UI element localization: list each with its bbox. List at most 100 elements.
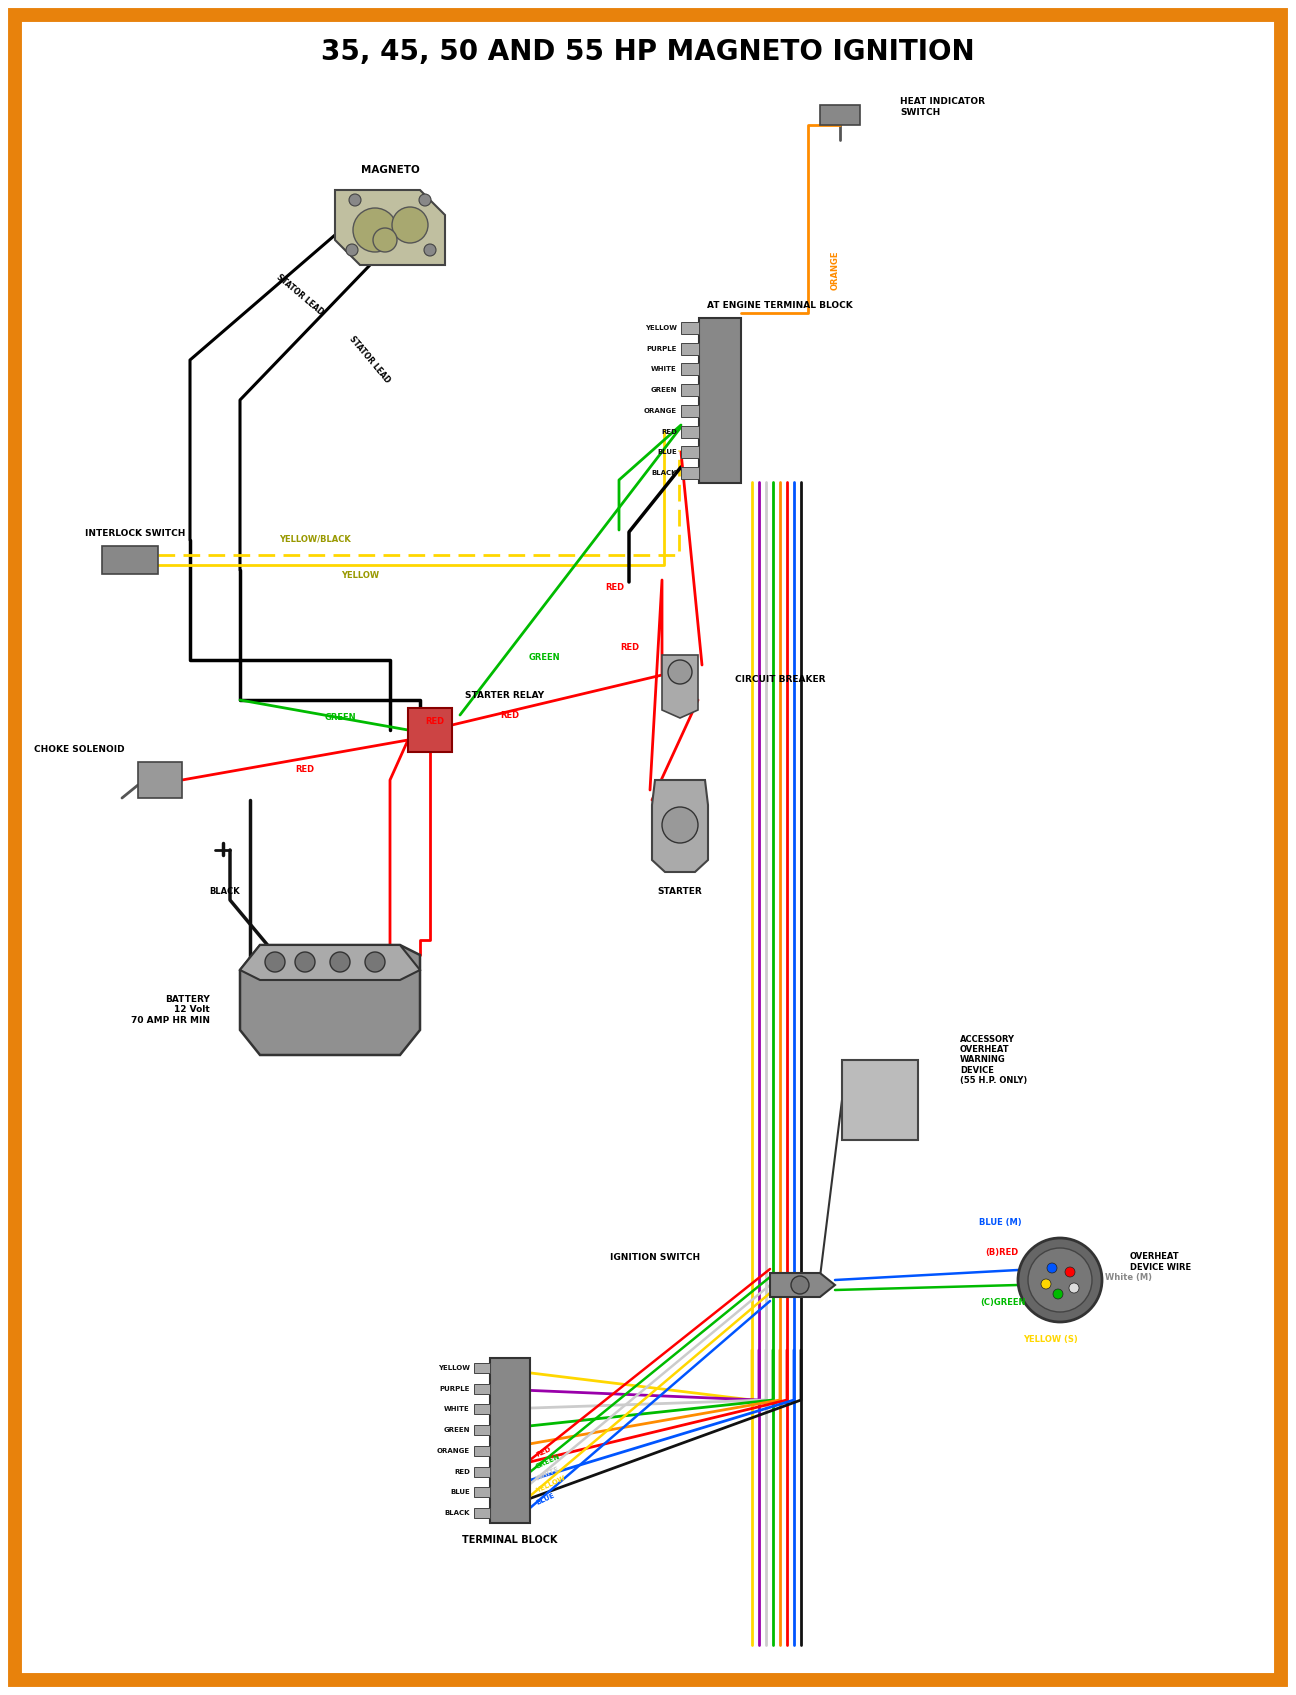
Bar: [490, 1358, 530, 1524]
Text: TERMINAL BLOCK: TERMINAL BLOCK: [463, 1536, 557, 1546]
Text: GREEN: GREEN: [535, 1453, 561, 1470]
Text: YELLOW: YELLOW: [645, 325, 677, 331]
Circle shape: [391, 207, 428, 242]
Text: GREEN: GREEN: [443, 1427, 470, 1434]
Text: ACCESSORY
OVERHEAT
WARNING
DEVICE
(55 H.P. ONLY): ACCESSORY OVERHEAT WARNING DEVICE (55 H.…: [960, 1034, 1028, 1085]
Circle shape: [365, 953, 385, 971]
Text: BLUE: BLUE: [535, 1492, 556, 1505]
Text: ORANGE: ORANGE: [831, 251, 840, 290]
Bar: [474, 1425, 490, 1436]
Circle shape: [353, 208, 397, 253]
Circle shape: [373, 229, 397, 253]
Bar: [474, 1383, 490, 1393]
Bar: [474, 1363, 490, 1373]
Polygon shape: [240, 946, 420, 980]
Text: RED: RED: [619, 642, 639, 653]
Text: GREEN: GREEN: [324, 714, 356, 722]
Text: (B)RED: (B)RED: [985, 1248, 1019, 1258]
Text: RED: RED: [454, 1468, 470, 1475]
Text: PURPLE: PURPLE: [439, 1387, 470, 1392]
Text: RED: RED: [535, 1446, 552, 1458]
Text: BLUE: BLUE: [450, 1490, 470, 1495]
Text: YELLOW: YELLOW: [341, 571, 378, 580]
Circle shape: [1047, 1263, 1058, 1273]
Text: YELLOW/BLACK: YELLOW/BLACK: [279, 536, 351, 544]
Circle shape: [1069, 1283, 1080, 1293]
Text: 35, 45, 50 AND 55 HP MAGNETO IGNITION: 35, 45, 50 AND 55 HP MAGNETO IGNITION: [321, 37, 975, 66]
Circle shape: [424, 244, 435, 256]
Text: BLUE: BLUE: [657, 449, 677, 456]
Text: STARTER: STARTER: [657, 888, 702, 897]
Text: STARTER RELAY: STARTER RELAY: [465, 692, 544, 700]
Circle shape: [1028, 1248, 1093, 1312]
Circle shape: [330, 953, 350, 971]
Bar: [680, 322, 699, 334]
Bar: [102, 546, 158, 575]
Text: IGNITION SWITCH: IGNITION SWITCH: [610, 1253, 700, 1261]
Circle shape: [1052, 1288, 1063, 1298]
Text: CHOKE SOLENOID: CHOKE SOLENOID: [35, 746, 124, 754]
Text: YELLOW (S): YELLOW (S): [1023, 1336, 1077, 1344]
Text: RED: RED: [425, 717, 445, 727]
Text: STATOR LEAD: STATOR LEAD: [275, 273, 325, 317]
Text: White (M): White (M): [1105, 1273, 1152, 1281]
Text: STATOR LEAD: STATOR LEAD: [347, 336, 393, 385]
Text: GREEN: GREEN: [651, 386, 677, 393]
Bar: [680, 363, 699, 375]
Text: YELLOW: YELLOW: [438, 1364, 470, 1371]
Text: (C)GREEN: (C)GREEN: [980, 1298, 1025, 1307]
Text: WHITE: WHITE: [652, 366, 677, 373]
Text: RED: RED: [295, 764, 314, 775]
Circle shape: [349, 193, 362, 207]
Polygon shape: [662, 654, 699, 719]
Polygon shape: [240, 946, 420, 1054]
Polygon shape: [334, 190, 445, 264]
Circle shape: [1041, 1280, 1051, 1288]
Circle shape: [667, 659, 692, 685]
Bar: [842, 1059, 918, 1141]
Text: WHITE: WHITE: [535, 1466, 561, 1481]
Text: BATTERY
12 Volt
70 AMP HR MIN: BATTERY 12 Volt 70 AMP HR MIN: [131, 995, 210, 1025]
Circle shape: [295, 953, 315, 971]
Text: MAGNETO: MAGNETO: [360, 164, 420, 175]
Bar: [820, 105, 861, 125]
Bar: [474, 1466, 490, 1476]
Text: RED: RED: [500, 710, 520, 720]
Bar: [699, 319, 741, 483]
Bar: [680, 342, 699, 354]
Text: INTERLOCK SWITCH: INTERLOCK SWITCH: [84, 529, 185, 539]
Bar: [680, 385, 699, 397]
Text: CIRCUIT BREAKER: CIRCUIT BREAKER: [735, 676, 826, 685]
Text: BLACK: BLACK: [210, 888, 240, 897]
Text: GREEN: GREEN: [529, 653, 560, 663]
Circle shape: [1017, 1237, 1102, 1322]
Circle shape: [662, 807, 699, 842]
Bar: [680, 425, 699, 437]
Circle shape: [264, 953, 285, 971]
Polygon shape: [770, 1273, 835, 1297]
Text: RED: RED: [661, 429, 677, 434]
Circle shape: [346, 244, 358, 256]
Bar: [680, 468, 699, 480]
Text: RED: RED: [605, 583, 625, 592]
Circle shape: [791, 1276, 809, 1293]
Text: BLACK: BLACK: [445, 1510, 470, 1515]
Bar: [474, 1446, 490, 1456]
Bar: [474, 1405, 490, 1414]
Polygon shape: [652, 780, 708, 871]
Bar: [680, 446, 699, 458]
Text: PURPLE: PURPLE: [647, 346, 677, 353]
Text: BLUE (M): BLUE (M): [978, 1219, 1021, 1227]
Bar: [408, 709, 452, 753]
Text: HEAT INDICATOR
SWITCH: HEAT INDICATOR SWITCH: [899, 97, 985, 117]
Bar: [137, 763, 181, 798]
Bar: [474, 1487, 490, 1497]
Text: WHITE: WHITE: [445, 1407, 470, 1412]
Text: YELLOW: YELLOW: [535, 1475, 566, 1493]
Text: ORANGE: ORANGE: [437, 1448, 470, 1454]
Circle shape: [1065, 1266, 1074, 1276]
Bar: [474, 1509, 490, 1519]
Text: AT ENGINE TERMINAL BLOCK: AT ENGINE TERMINAL BLOCK: [708, 302, 853, 310]
Text: ORANGE: ORANGE: [644, 408, 677, 414]
Text: OVERHEAT
DEVICE WIRE: OVERHEAT DEVICE WIRE: [1130, 1253, 1191, 1271]
